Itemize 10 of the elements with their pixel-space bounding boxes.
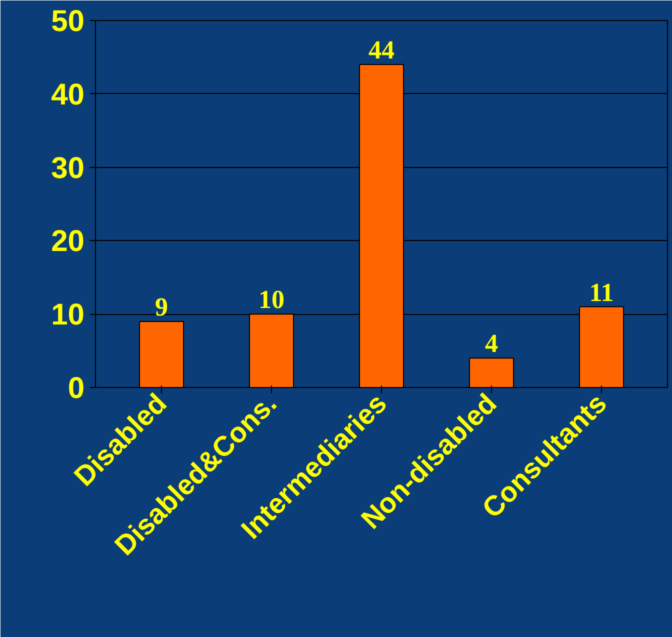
y-tick-label: 20 (51, 225, 85, 258)
y-tick-label: 40 (51, 78, 85, 112)
data-label: 10 (258, 285, 284, 314)
data-label: 9 (155, 292, 168, 322)
y-tick-label: 10 (51, 298, 85, 332)
data-label: 11 (589, 278, 614, 307)
data-label: 4 (485, 329, 498, 358)
data-label: 44 (368, 36, 394, 65)
y-tick-label: 30 (51, 152, 85, 185)
y-tick-label: 50 (51, 5, 85, 38)
